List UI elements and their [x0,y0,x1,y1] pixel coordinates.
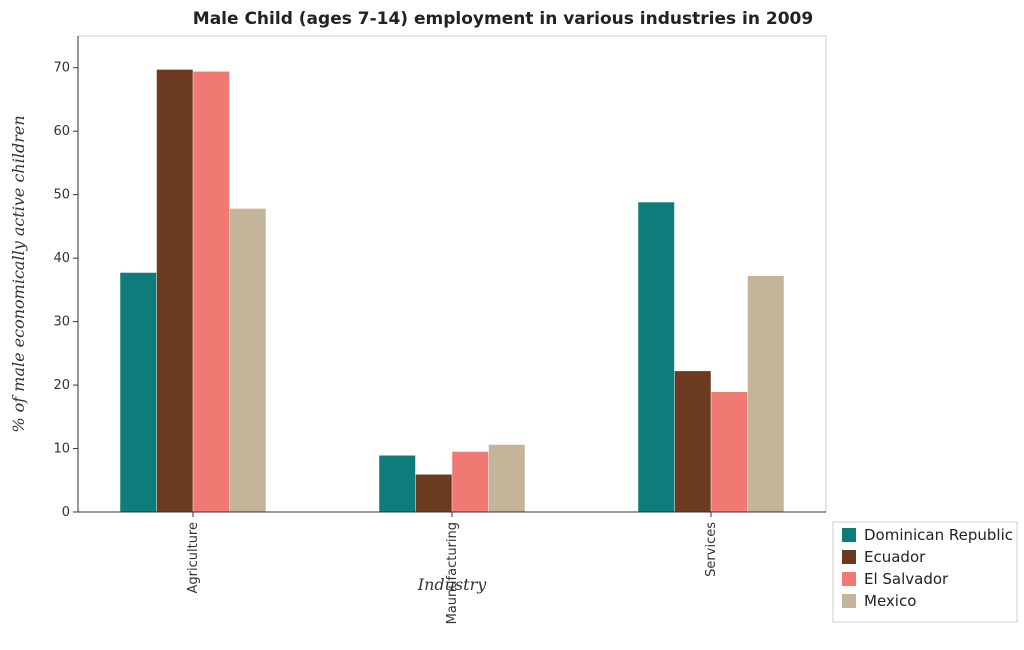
bar [120,272,157,512]
legend-swatch [842,572,856,586]
legend-swatch [842,594,856,608]
bar [747,275,784,512]
bars [120,69,784,513]
y-tick-label: 10 [53,442,70,457]
x-axis-label: Industry [417,575,487,594]
bar [193,71,230,513]
x-tick-label: Maunufacturing [445,522,460,624]
legend-label: Dominican Republic [864,526,1013,544]
legend-label: El Salvador [864,570,949,588]
legend-swatch [842,550,856,564]
y-axis-label: % of male economically active children [9,115,28,432]
x-axis: Agriculture Maunufacturing Services [78,511,826,624]
chart-title: Male Child (ages 7-14) employment in var… [193,9,813,29]
bar [379,455,416,512]
y-tick-label: 0 [62,505,70,520]
legend-swatch [842,528,856,542]
y-axis: 0 10 20 30 40 50 60 70 [53,36,79,520]
y-tick-label: 40 [53,251,70,266]
legend-box [832,521,1018,623]
bar [229,208,266,512]
legend-label: Mexico [864,592,916,610]
legend-label: Ecuador [864,548,926,566]
bar [156,69,193,513]
y-tick-label: 30 [53,315,70,330]
bar [711,392,748,512]
legend: Dominican Republic Ecuador El Salvador Mexi… [832,521,1018,623]
bar [415,474,452,512]
x-tick-label: Agriculture [186,522,201,594]
y-tick-label: 60 [53,124,70,139]
y-tick-label: 20 [53,378,70,393]
y-tick-label: 50 [53,188,70,203]
bar [452,451,489,512]
bar [488,444,525,512]
bar [638,202,675,513]
bar [674,371,711,512]
x-tick-label: Services [704,522,719,577]
y-tick-label: 70 [53,61,70,76]
